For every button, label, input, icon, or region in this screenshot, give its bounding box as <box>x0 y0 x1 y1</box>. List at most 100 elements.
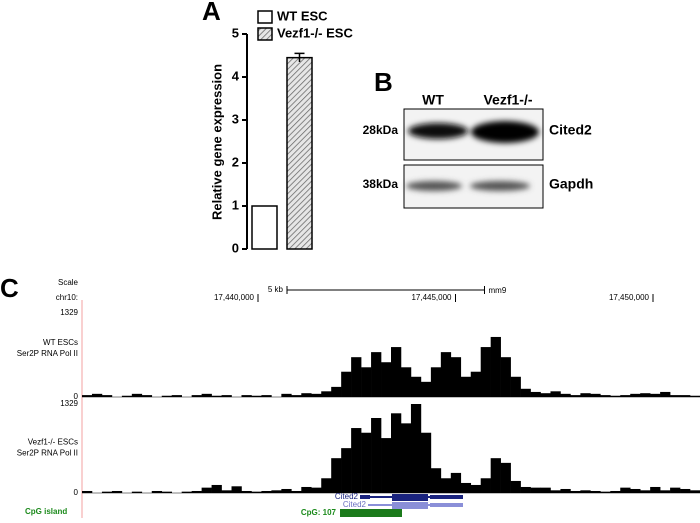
signal-bar <box>391 413 402 493</box>
signal-bar <box>301 393 312 397</box>
signal-bar <box>101 395 113 397</box>
x-tick-label: 17,450,000 <box>609 293 650 302</box>
signal-bar <box>560 393 571 397</box>
signal-bar <box>82 490 93 493</box>
size-label: 28kDa <box>363 123 399 137</box>
signal-bar <box>221 395 232 397</box>
signal-bar <box>460 376 472 397</box>
signal-bar <box>640 490 651 493</box>
signal-bar <box>650 486 661 493</box>
y-axis-title: Relative gene expression <box>209 64 224 220</box>
signal-bar <box>391 347 402 397</box>
genes: Cited2 Cited2 CpG island CpG: 107 <box>25 492 463 517</box>
signal-bar <box>590 393 601 397</box>
size-label: 38kDa <box>363 177 399 191</box>
signal-bar <box>660 490 671 493</box>
assembly-label: mm9 <box>488 286 506 295</box>
signal-bar <box>361 367 372 397</box>
signal-bar <box>660 391 671 397</box>
signal-bar <box>131 491 143 493</box>
signal-bar <box>510 376 521 397</box>
signal-bar <box>550 490 561 493</box>
signal-bar <box>241 395 252 397</box>
signal-bar <box>510 480 521 493</box>
bar <box>286 56 313 250</box>
signal-bar <box>440 352 452 397</box>
signal-bar <box>570 490 581 493</box>
signal-bar <box>191 490 202 493</box>
signal-bar <box>620 487 631 493</box>
signal-bar <box>381 438 392 493</box>
signal-bar <box>670 395 681 397</box>
signal-bar <box>341 448 352 493</box>
signal-bar <box>211 395 222 397</box>
signal-bar <box>540 393 551 397</box>
signal-bar <box>680 395 691 397</box>
signal-bar <box>211 484 222 493</box>
track-name: Ser2P RNA Pol II <box>17 349 78 358</box>
signal-bar <box>430 468 442 493</box>
y-tick-label: 0 <box>74 488 79 497</box>
signal-bar <box>500 462 511 493</box>
signal-bar <box>331 458 342 493</box>
x-tick-label: 17,440,000 <box>214 293 255 302</box>
signal-bar <box>450 472 462 493</box>
track-name: WT ESCs <box>43 338 78 347</box>
scale-label: Scale <box>58 278 79 287</box>
signal-bar <box>331 386 342 397</box>
signal-bar <box>171 395 182 397</box>
signal-bar <box>610 490 621 493</box>
signal-bar <box>291 490 302 493</box>
signal-bar <box>550 391 561 397</box>
signal-bar <box>351 357 362 397</box>
signal-bar <box>530 487 541 493</box>
signal-bar <box>121 395 133 397</box>
error-bar <box>294 52 305 62</box>
signal-bar <box>580 490 591 493</box>
lane-label: Vezf1-/- <box>483 92 532 108</box>
signal-bar <box>420 432 432 493</box>
signal-bar <box>540 487 551 493</box>
lane-label: WT <box>422 92 444 108</box>
signal-bar <box>311 487 322 493</box>
signal-bar <box>141 395 153 397</box>
signal-bar <box>560 488 571 493</box>
signal-bar <box>440 478 452 493</box>
signal-bar <box>101 491 113 493</box>
signal-bar <box>630 393 641 397</box>
legend-label: WT ESC <box>277 8 328 23</box>
protein-label: Gapdh <box>549 176 593 192</box>
signal-bar <box>361 432 372 493</box>
legend-label: Vezf1-/- ESC <box>277 25 353 40</box>
signal-bar <box>371 352 382 397</box>
signal-bar <box>311 393 322 397</box>
signal-bar <box>261 490 272 493</box>
y-tick-label: 1 <box>232 197 239 212</box>
signal-bar <box>420 381 432 397</box>
y-tick-label: 3 <box>232 111 239 126</box>
signal-bar <box>201 393 212 397</box>
signal-bar <box>490 336 501 397</box>
cpg-track: CpG island <box>25 507 67 516</box>
legend-swatch <box>257 27 273 41</box>
track-name: Vezf1-/- ESCs <box>28 438 78 447</box>
panel-label: A <box>202 0 221 26</box>
signal-bar <box>640 393 651 397</box>
protein-label: Cited2 <box>549 122 592 138</box>
signal-bar <box>530 391 541 397</box>
blot: B WT Vezf1-/- 28kDa 38kDa Cited2 Gapdh <box>363 67 593 209</box>
y-tick-label: 1329 <box>60 308 78 317</box>
bands <box>406 121 539 191</box>
signal-bar <box>181 491 192 493</box>
y-tick-label: 4 <box>232 68 240 83</box>
track-name: Ser2P RNA Pol II <box>17 449 78 458</box>
signal-bar <box>301 486 312 493</box>
signal-bar <box>321 391 332 397</box>
signal-bar <box>400 367 412 397</box>
signal-bar <box>191 395 202 397</box>
signal-bar <box>111 490 123 493</box>
panel-label: B <box>374 67 393 97</box>
gene-label: Cited2 <box>335 492 359 501</box>
